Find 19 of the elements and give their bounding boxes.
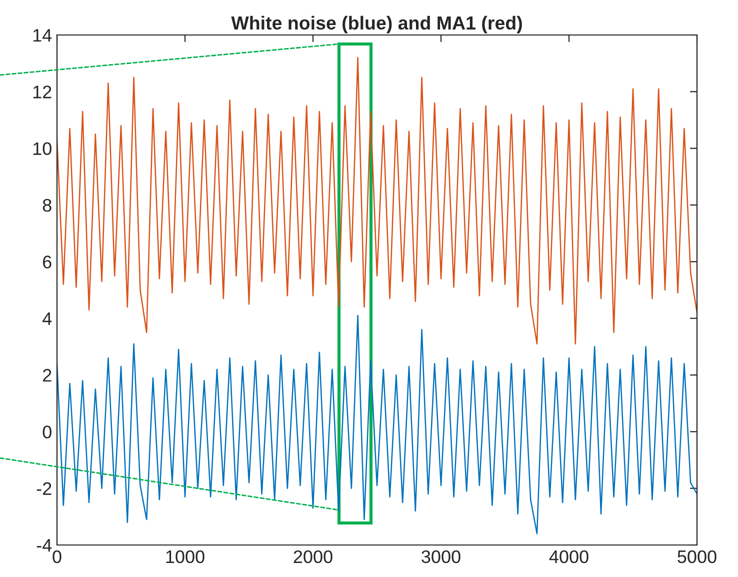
y-tick-label: 14 — [33, 29, 52, 42]
x-tick-label: 3000 — [422, 550, 460, 564]
x-tick-label: 2000 — [294, 550, 332, 564]
y-tick-label: 10 — [33, 142, 52, 156]
y-tick-label: -4 — [36, 539, 52, 552]
x-tick-label: 0 — [52, 550, 62, 564]
y-tick-label: 6 — [43, 256, 52, 268]
y-tick-label: 8 — [42, 198, 52, 212]
y-tick-label: 12 — [33, 86, 52, 98]
y-tick-label: 4 — [42, 312, 52, 325]
x-tick-label: 1000 — [166, 550, 204, 564]
y-tick-label: -2 — [36, 482, 52, 495]
x-tick-label: 4000 — [549, 550, 588, 564]
line-series — [57, 314, 697, 534]
line-series — [57, 57, 697, 344]
y-tick-label: 2 — [43, 368, 52, 382]
x-tick-label: 5000 — [678, 550, 716, 564]
chart-title: White noise (blue) and MA1 (red) — [231, 16, 522, 34]
y-tick-label: 0 — [42, 426, 52, 438]
